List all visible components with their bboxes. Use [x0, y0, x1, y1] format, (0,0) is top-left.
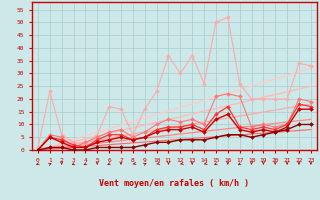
X-axis label: Vent moyen/en rafales ( km/h ): Vent moyen/en rafales ( km/h ) [100, 179, 249, 188]
